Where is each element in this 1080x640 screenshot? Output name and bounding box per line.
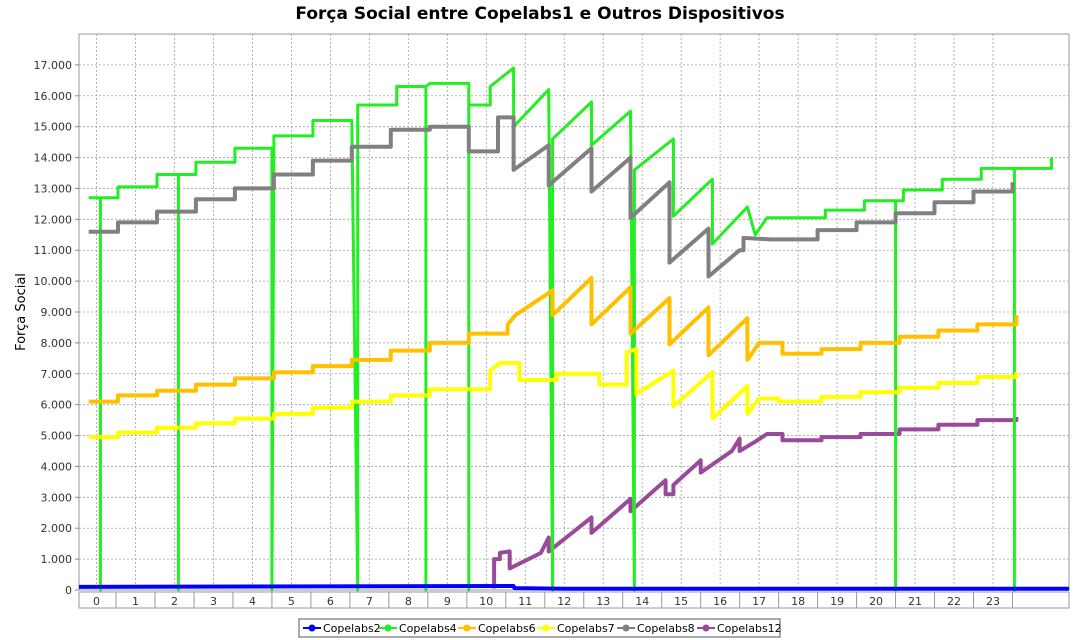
x-tick-label: 17 (752, 595, 766, 608)
legend-label: Copelabs8 (637, 622, 695, 635)
legend-swatch-marker (463, 624, 471, 632)
y-tick-label: 9.000 (41, 306, 73, 319)
x-tick-label: 8 (405, 595, 412, 608)
x-tick-label: 13 (596, 595, 610, 608)
x-tick-label: 15 (674, 595, 688, 608)
x-tick-label: 4 (249, 595, 256, 608)
y-tick-label: 2.000 (41, 522, 73, 535)
x-tick-label: 16 (713, 595, 727, 608)
y-tick-label: 7.000 (41, 368, 73, 381)
x-tick-label: 10 (479, 595, 493, 608)
y-tick-label: 3.000 (41, 491, 73, 504)
y-tick-label: 11.000 (34, 244, 73, 257)
legend: Copelabs2 Copelabs4 Copelabs6 Copelabs7 Cope… (298, 618, 782, 638)
y-tick-label: 16.000 (34, 90, 73, 103)
grid (79, 34, 1069, 590)
x-tick-label: 1 (132, 595, 139, 608)
y-tick-label: 10.000 (34, 275, 73, 288)
series-line-copelabs6 (88, 276, 1019, 404)
y-tick-label: 12.000 (34, 213, 73, 226)
legend-item-copelabs7: Copelabs7 (537, 622, 615, 635)
legend-label: Copelabs12 (717, 622, 782, 635)
chart-title: Força Social entre Copelabs1 e Outros Di… (295, 4, 785, 24)
series-line-copelabs7 (88, 347, 1019, 440)
series-line-copelabs12 (492, 417, 1019, 589)
x-tick-label: 18 (791, 595, 805, 608)
x-tick-label: 11 (518, 595, 532, 608)
y-tick-label: 0 (65, 584, 72, 597)
legend-item-copelabs2: Copelabs2 (303, 622, 381, 635)
y-tick-label: 13.000 (34, 182, 73, 195)
y-tick-label: 14.000 (34, 152, 73, 165)
legend-swatch-marker (702, 624, 710, 632)
x-tick-label: 0 (93, 595, 100, 608)
legend-label: Copelabs6 (478, 622, 536, 635)
x-tick-label: 14 (635, 595, 649, 608)
legend-item-copelabs6: Copelabs6 (458, 622, 536, 635)
x-tick-label: 9 (444, 595, 451, 608)
legend-label: Copelabs7 (557, 622, 615, 635)
y-tick-label: 8.000 (41, 337, 73, 350)
legend-swatch-marker (384, 624, 392, 632)
y-tick-label: 1.000 (41, 553, 73, 566)
series-layer (78, 66, 1069, 592)
y-axis-label: Força Social (14, 273, 29, 351)
series-line-copelabs2 (78, 584, 1069, 591)
x-tick-label: 6 (327, 595, 334, 608)
legend-label: Copelabs4 (399, 622, 457, 635)
x-tick-label: 21 (908, 595, 922, 608)
y-tick-label: 4.000 (41, 460, 73, 473)
legend-swatch-marker (542, 624, 550, 632)
x-tick-label: 23 (986, 595, 1000, 608)
y-tick-label: 5.000 (41, 430, 73, 443)
x-tick-label: 19 (830, 595, 844, 608)
y-tick-label: 17.000 (34, 59, 73, 72)
x-axis-ticks: 0 1 2 3 4 5 6 7 8 9 10 11 12 13 14 15 16 17 18 19 20 21 22 23 (78, 591, 1070, 609)
x-tick-label: 20 (869, 595, 883, 608)
legend-swatch-marker (308, 624, 316, 632)
x-tick-label: 7 (366, 595, 373, 608)
y-axis-ticks: 0 1.000 2.000 3.000 4.000 5.000 6.000 7.000 8.00… (34, 59, 79, 597)
legend-swatch-marker (622, 624, 630, 632)
x-axis-band (78, 591, 1070, 609)
x-tick-label: 12 (557, 595, 571, 608)
legend-item-copelabs4: Copelabs4 (379, 622, 457, 635)
y-tick-label: 6.000 (41, 399, 73, 412)
series-line-copelabs4 (88, 66, 1053, 592)
x-tick-label: 3 (210, 595, 217, 608)
x-tick-label: 5 (288, 595, 295, 608)
legend-label: Copelabs2 (323, 622, 381, 635)
legend-item-copelabs12: Copelabs12 (697, 622, 782, 635)
legend-item-copelabs8: Copelabs8 (617, 622, 695, 635)
x-tick-label: 22 (947, 595, 961, 608)
x-tick-label: 2 (171, 595, 178, 608)
series-line-copelabs8 (88, 115, 1015, 279)
y-tick-label: 15.000 (34, 121, 73, 134)
